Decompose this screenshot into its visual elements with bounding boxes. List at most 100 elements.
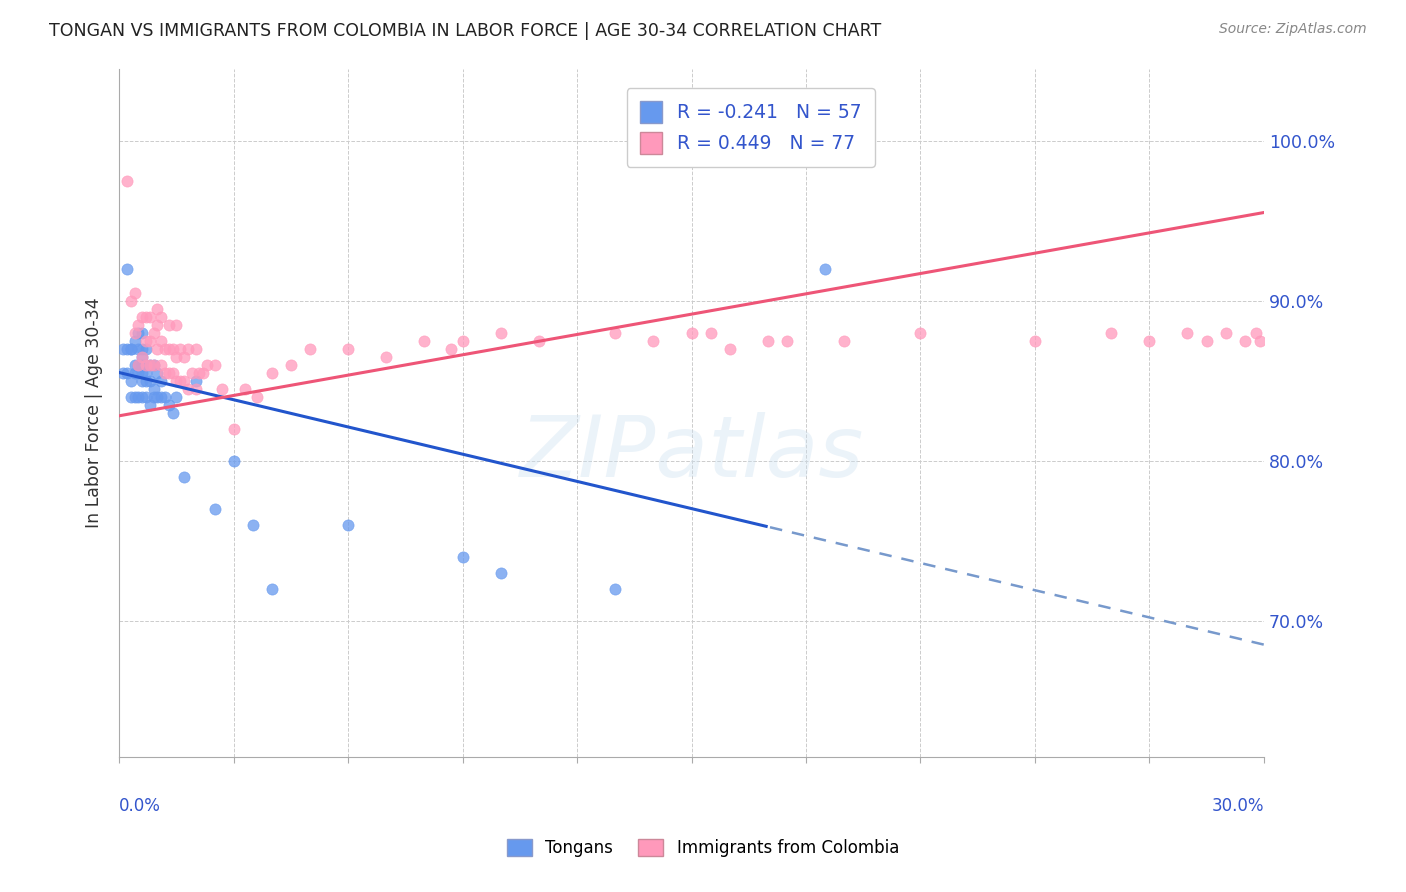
Point [280, 358, 302, 372]
Point [115, 173, 138, 187]
Point [157, 318, 180, 332]
Point [127, 358, 149, 372]
Point [166, 374, 188, 388]
Point [242, 517, 264, 532]
Point [832, 334, 855, 348]
Point [157, 398, 180, 412]
Point [195, 358, 218, 372]
Point [115, 342, 138, 356]
Point [910, 326, 932, 340]
Point [139, 310, 162, 324]
Point [1177, 326, 1199, 340]
Point [135, 310, 157, 324]
Point [169, 374, 191, 388]
Point [605, 326, 627, 340]
Point [375, 350, 398, 364]
Point [298, 342, 321, 356]
Point [681, 134, 703, 148]
Point [139, 358, 162, 372]
Point [127, 342, 149, 356]
Point [718, 342, 741, 356]
Point [131, 342, 153, 356]
Point [142, 390, 165, 404]
Point [173, 350, 195, 364]
Point [337, 517, 360, 532]
Text: 30.0%: 30.0% [1212, 797, 1264, 814]
Point [413, 334, 436, 348]
Point [180, 366, 202, 380]
Point [139, 398, 162, 412]
Point [139, 334, 162, 348]
Point [605, 582, 627, 596]
Point [527, 334, 550, 348]
Point [184, 374, 207, 388]
Text: Source: ZipAtlas.com: Source: ZipAtlas.com [1219, 22, 1367, 37]
Point [135, 374, 157, 388]
Point [142, 382, 165, 396]
Point [814, 261, 837, 276]
Point [120, 342, 142, 356]
Point [173, 469, 195, 483]
Point [139, 374, 162, 388]
Point [1099, 326, 1122, 340]
Point [146, 390, 169, 404]
Point [150, 390, 173, 404]
Point [184, 382, 207, 396]
Point [162, 342, 184, 356]
Point [135, 358, 157, 372]
Point [135, 390, 157, 404]
Point [184, 342, 207, 356]
Point [169, 342, 191, 356]
Point [135, 342, 157, 356]
Point [153, 366, 176, 380]
Point [139, 358, 162, 372]
Point [699, 326, 721, 340]
Point [124, 334, 146, 348]
Point [1233, 334, 1256, 348]
Point [166, 350, 188, 364]
Point [177, 342, 200, 356]
Point [142, 358, 165, 372]
Point [127, 366, 149, 380]
Point [489, 566, 512, 580]
Point [337, 342, 360, 356]
Point [127, 318, 149, 332]
Point [120, 390, 142, 404]
Point [150, 358, 173, 372]
Point [1249, 334, 1271, 348]
Point [150, 334, 173, 348]
Point [131, 366, 153, 380]
Point [124, 358, 146, 372]
Point [146, 342, 169, 356]
Point [146, 318, 169, 332]
Point [153, 390, 176, 404]
Text: TONGAN VS IMMIGRANTS FROM COLOMBIA IN LABOR FORCE | AGE 30-34 CORRELATION CHART: TONGAN VS IMMIGRANTS FROM COLOMBIA IN LA… [49, 22, 882, 40]
Point [233, 382, 256, 396]
Point [188, 366, 211, 380]
Point [157, 342, 180, 356]
Legend: Tongans, Immigrants from Colombia: Tongans, Immigrants from Colombia [501, 832, 905, 864]
Point [120, 342, 142, 356]
Point [166, 390, 188, 404]
Point [131, 350, 153, 364]
Point [142, 358, 165, 372]
Point [162, 366, 184, 380]
Point [222, 421, 245, 435]
Point [150, 310, 173, 324]
Point [131, 374, 153, 388]
Point [260, 366, 283, 380]
Point [135, 358, 157, 372]
Point [112, 342, 135, 356]
Point [153, 342, 176, 356]
Point [135, 334, 157, 348]
Point [135, 366, 157, 380]
Point [211, 382, 233, 396]
Point [124, 390, 146, 404]
Point [127, 390, 149, 404]
Point [756, 334, 779, 348]
Point [756, 134, 779, 148]
Point [222, 453, 245, 467]
Point [1195, 334, 1218, 348]
Text: ZIPatlas: ZIPatlas [519, 412, 863, 495]
Point [142, 326, 165, 340]
